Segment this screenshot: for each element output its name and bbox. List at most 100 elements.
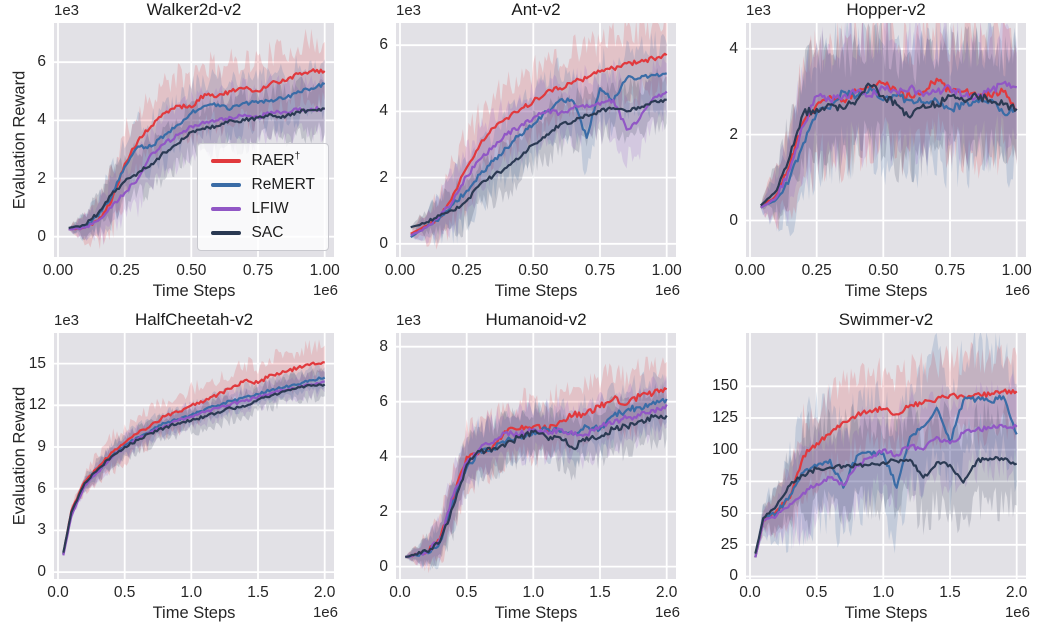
- chart-title: Humanoid-v2: [485, 310, 587, 329]
- series-band-ReMERT: [760, 23, 1017, 237]
- x-axis-label: Time Steps: [494, 604, 578, 622]
- x-tick-label: 0.0: [47, 584, 69, 601]
- series-band-LFIW: [405, 374, 667, 569]
- legend-label: ReMERT: [251, 176, 315, 193]
- series-line-RAER†: [68, 68, 326, 231]
- x-tick-label: 1.5: [939, 584, 961, 601]
- y-axis-label: Evaluation Reward: [10, 70, 29, 210]
- plot-background: [54, 333, 334, 579]
- x-tick-label: 1.5: [589, 584, 611, 601]
- subplot-ant-v2: Ant-v2 1e3 Time Steps 1e6 0.00 0.25 0.50 0.…: [379, 0, 681, 300]
- y-tick-label: 125: [712, 408, 738, 426]
- plot-area: [396, 23, 676, 257]
- series-line-RAER†: [410, 52, 668, 235]
- series-line-ReMERT: [754, 394, 1018, 558]
- y-tick-label: 0: [37, 563, 46, 581]
- x-tick-label: 1.00: [1001, 262, 1032, 279]
- legend-label: SAC: [251, 224, 284, 241]
- series-line-LFIW: [410, 90, 668, 237]
- subplot-walker2d-v2: Walker2d-v2 1e3 Evaluation Reward Time S…: [11, 0, 340, 300]
- y-tick-label: 2: [729, 125, 738, 143]
- y-tick-label: 0: [379, 557, 388, 575]
- series-band-LFIW: [760, 23, 1017, 232]
- series-band-RAER†: [410, 23, 667, 250]
- x-tick-label: 1.0: [522, 584, 545, 601]
- y-tick-label: 12: [28, 396, 46, 414]
- legend-line-swatch: [210, 231, 241, 235]
- series-band-LFIW: [68, 71, 325, 246]
- series-band-ReMERT: [410, 30, 667, 246]
- y-tick-label: 6: [37, 479, 46, 497]
- x-tick-label: 0.25: [451, 262, 482, 279]
- legend-item: RAER†: [210, 150, 315, 170]
- series-line-ReMERT: [760, 86, 1018, 209]
- x-axis-label: Time Steps: [152, 604, 236, 622]
- series-band-RAER†: [63, 339, 325, 554]
- y-tick-label: 0: [729, 211, 738, 229]
- x-tick-label: 0.50: [868, 262, 899, 279]
- y-tick-label: 8: [379, 337, 388, 355]
- x-tick-label: 0.0: [739, 584, 761, 601]
- subplot-halfcheetah-v2: HalfCheetah-v2 1e3 Evaluation Reward Tim…: [11, 310, 339, 622]
- x-tick-label: 1.00: [309, 262, 340, 279]
- plot-area: [54, 333, 334, 579]
- x-tick-label: 0.5: [455, 584, 478, 601]
- subplot-hopper-v2: Hopper-v2 1e3 Time Steps 1e6 0.00 0.25 0.5…: [729, 0, 1031, 300]
- legend-line-swatch: [210, 207, 241, 211]
- chart-title: Walker2d-v2: [146, 0, 242, 19]
- y-tick-label: 2: [379, 168, 388, 186]
- legend-item: LFIW: [210, 200, 315, 218]
- series-line-SAC: [68, 107, 325, 229]
- plot-area: [746, 333, 1026, 579]
- x-axis-label: Time Steps: [152, 282, 236, 300]
- series-line-SAC: [410, 98, 667, 229]
- x-axis-scale-offset: 1e6: [1004, 282, 1030, 299]
- y-axis-scale-offset: 1e3: [54, 2, 80, 19]
- x-tick-label: 0.00: [42, 262, 74, 279]
- x-tick-label: 0.0: [389, 584, 411, 601]
- y-tick-label: 6: [37, 53, 46, 71]
- y-tick-label: 6: [379, 36, 388, 54]
- chart-title: Ant-v2: [511, 0, 561, 19]
- y-tick-label: 0: [729, 567, 738, 585]
- x-tick-label: 0.75: [584, 262, 616, 279]
- legend-label: RAER†: [251, 150, 301, 169]
- legend-line-swatch: [210, 159, 241, 163]
- y-axis-scale-offset: 1e3: [396, 312, 422, 329]
- y-tick-label: 0: [37, 227, 46, 245]
- x-axis-scale-offset: 1e6: [1004, 604, 1030, 621]
- series-band-ReMERT: [405, 371, 667, 571]
- series-band-ReMERT: [63, 363, 325, 554]
- x-axis-scale-offset: 1e6: [312, 604, 338, 621]
- y-tick-label: 4: [37, 111, 46, 129]
- x-axis-scale-offset: 1e6: [654, 282, 680, 299]
- legend-item: ReMERT: [210, 176, 315, 194]
- x-tick-label: 0.25: [109, 262, 140, 279]
- x-tick-label: 0.50: [176, 262, 207, 279]
- y-tick-label: 4: [379, 447, 388, 465]
- legend-item: SAC: [210, 224, 315, 242]
- series-band-RAER†: [405, 356, 667, 574]
- plot-area: [54, 23, 334, 257]
- x-axis-label: Time Steps: [494, 282, 578, 300]
- y-tick-label: 0: [379, 234, 388, 252]
- series-line-LFIW: [754, 423, 1018, 558]
- y-tick-label: 75: [720, 472, 738, 490]
- series-band-RAER†: [760, 23, 1017, 231]
- series-line-SAC: [405, 414, 668, 559]
- subplot-humanoid-v2: Humanoid-v2 1e3 Time Steps 1e6 0.0 0.5 1.0…: [379, 310, 680, 622]
- y-axis-scale-offset: 1e3: [396, 2, 422, 19]
- y-tick-label: 9: [37, 437, 46, 455]
- x-tick-label: 1.0: [872, 584, 895, 601]
- x-axis-scale-offset: 1e6: [312, 282, 338, 299]
- legend-label: LFIW: [251, 200, 289, 217]
- chart-title: Swimmer-v2: [838, 310, 934, 329]
- chart-title: Hopper-v2: [846, 0, 926, 19]
- x-tick-label: 2.0: [313, 584, 336, 601]
- x-tick-label: 0.25: [801, 262, 832, 279]
- x-axis-label: Time Steps: [844, 604, 928, 622]
- y-axis-scale-offset: 1e3: [54, 312, 80, 329]
- y-tick-label: 4: [379, 102, 388, 120]
- series-line-LFIW: [68, 105, 325, 231]
